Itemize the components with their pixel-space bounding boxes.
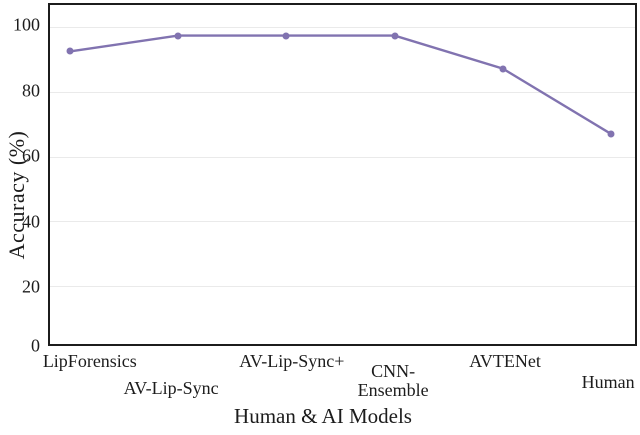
plot-area	[48, 3, 637, 346]
x-category-label-AV-Lip-Sync+: AV-Lip-Sync+	[239, 352, 344, 371]
x-category-label-AV-Lip-Sync: AV-Lip-Sync	[124, 379, 219, 398]
x-category-label-CNN-Ensemble: CNN- Ensemble	[358, 362, 429, 400]
series-line	[70, 36, 611, 134]
x-category-label-AVTENet: AVTENet	[469, 352, 541, 371]
y-tick-label-100: 100	[13, 14, 40, 35]
y-tick-label-60: 60	[22, 145, 40, 166]
data-point-LipForensics	[66, 47, 74, 55]
y-tick-label-80: 80	[22, 80, 40, 101]
gridline-y-20	[50, 285, 635, 287]
y-tick-label-40: 40	[22, 211, 40, 232]
gridline-y-100	[50, 27, 635, 29]
gridline-y-60	[50, 156, 635, 158]
x-category-label-line: AV-Lip-Sync+	[239, 351, 345, 371]
data-point-AVTENet	[499, 65, 507, 73]
x-category-label-line: Human	[581, 372, 635, 392]
x-category-label-line: CNN-	[371, 361, 416, 381]
y-axis-tick-labels: 0 20 40 60 80 100	[0, 3, 44, 356]
gridline-y-40	[50, 221, 635, 223]
y-tick-label-0: 0	[31, 335, 40, 356]
x-axis-category-labels: LipForensics AV-Lip-Sync AV-Lip-Sync+ CNN- E…	[43, 346, 637, 408]
data-point-CNN-Ensemble	[391, 32, 399, 40]
y-tick-label-20: 20	[22, 276, 40, 297]
x-category-label-line: Ensemble	[357, 380, 429, 400]
x-category-label-LipForensics: LipForensics	[43, 352, 137, 371]
x-category-label-Human: Human	[582, 373, 635, 392]
data-point-Human	[607, 130, 615, 138]
x-category-label-line: AVTENet	[469, 351, 541, 371]
gridline-y-80	[50, 91, 635, 93]
x-axis-title: Human & AI Models	[234, 404, 412, 428]
x-category-label-line: LipForensics	[42, 351, 137, 371]
line-series-layer	[50, 5, 635, 344]
data-point-AV-Lip-Sync+	[282, 32, 290, 40]
data-point-AV-Lip-Sync	[174, 32, 182, 40]
x-category-label-line: AV-Lip-Sync	[123, 378, 219, 398]
